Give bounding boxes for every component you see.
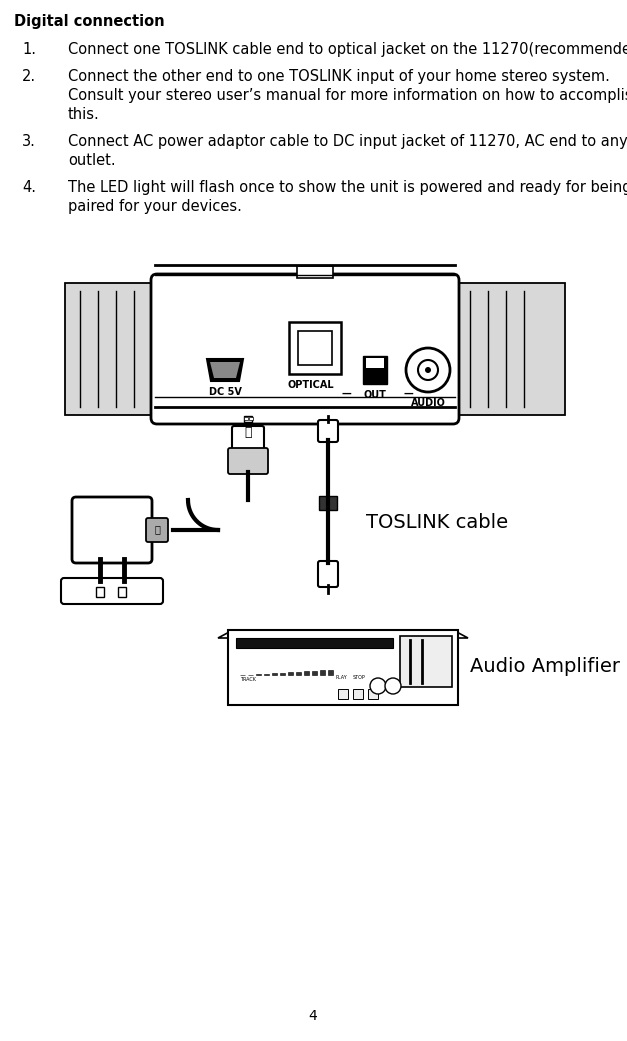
FancyBboxPatch shape bbox=[232, 426, 264, 452]
Polygon shape bbox=[207, 359, 243, 381]
Text: Connect one TOSLINK cable end to optical jacket on the 11270(recommended): Connect one TOSLINK cable end to optical… bbox=[68, 42, 627, 57]
FancyBboxPatch shape bbox=[228, 448, 268, 474]
Bar bbox=[236, 638, 393, 648]
Bar bbox=[320, 670, 325, 675]
FancyBboxPatch shape bbox=[318, 420, 338, 442]
Text: Consult your stereo user’s manual for more information on how to accomplish: Consult your stereo user’s manual for mo… bbox=[68, 88, 627, 103]
Text: 3.: 3. bbox=[22, 134, 36, 149]
Text: STOP: STOP bbox=[353, 675, 366, 680]
FancyBboxPatch shape bbox=[61, 578, 163, 604]
Bar bbox=[288, 672, 293, 675]
Bar bbox=[96, 587, 104, 596]
Bar bbox=[455, 283, 565, 415]
Bar bbox=[312, 670, 317, 675]
Bar bbox=[264, 674, 269, 675]
Text: 2.: 2. bbox=[22, 69, 36, 84]
Text: Connect AC power adaptor cable to DC input jacket of 11270, AC end to any AC: Connect AC power adaptor cable to DC inp… bbox=[68, 134, 627, 149]
Text: outlet.: outlet. bbox=[68, 153, 115, 168]
Text: The LED light will flash once to show the unit is powered and ready for being: The LED light will flash once to show th… bbox=[68, 180, 627, 195]
Text: Audio Amplifier: Audio Amplifier bbox=[470, 658, 620, 677]
Bar bbox=[244, 416, 252, 422]
Text: OPTICAL: OPTICAL bbox=[288, 380, 334, 390]
Text: ␧: ␧ bbox=[245, 426, 252, 438]
Text: 4.: 4. bbox=[22, 180, 36, 195]
Bar bbox=[353, 689, 363, 699]
Bar bbox=[400, 636, 452, 687]
Text: Connect the other end to one TOSLINK input of your home stereo system.: Connect the other end to one TOSLINK inp… bbox=[68, 69, 610, 84]
Bar bbox=[366, 358, 384, 369]
Circle shape bbox=[385, 678, 401, 694]
Bar bbox=[298, 331, 332, 365]
Text: PLAY: PLAY bbox=[336, 675, 348, 680]
Text: paired for your devices.: paired for your devices. bbox=[68, 199, 242, 214]
Circle shape bbox=[406, 348, 450, 392]
Bar bbox=[228, 630, 458, 705]
Text: ␧: ␧ bbox=[154, 524, 160, 534]
Circle shape bbox=[425, 367, 431, 373]
Bar bbox=[338, 689, 348, 699]
Bar bbox=[363, 356, 387, 384]
Text: this.: this. bbox=[68, 107, 100, 122]
Bar bbox=[319, 496, 337, 510]
Polygon shape bbox=[218, 630, 468, 638]
Circle shape bbox=[418, 360, 438, 380]
Bar bbox=[328, 669, 333, 675]
Bar bbox=[280, 672, 285, 675]
Bar bbox=[65, 283, 155, 415]
Bar bbox=[244, 417, 248, 420]
Text: DC 5V: DC 5V bbox=[209, 387, 241, 397]
Text: 4: 4 bbox=[308, 1009, 317, 1023]
Bar bbox=[272, 672, 277, 675]
Text: OUT: OUT bbox=[364, 390, 386, 400]
Text: 1.: 1. bbox=[22, 42, 36, 57]
Polygon shape bbox=[210, 362, 240, 378]
Text: —: — bbox=[403, 389, 413, 399]
FancyBboxPatch shape bbox=[146, 518, 168, 542]
Text: AUDIO: AUDIO bbox=[411, 398, 445, 408]
Bar bbox=[304, 671, 309, 675]
Bar bbox=[296, 671, 301, 675]
Text: Digital connection: Digital connection bbox=[14, 14, 165, 29]
Bar bbox=[118, 587, 126, 596]
Bar bbox=[297, 266, 333, 278]
FancyBboxPatch shape bbox=[151, 274, 459, 424]
Bar bbox=[249, 417, 253, 420]
Bar bbox=[289, 322, 341, 374]
Text: TRACK: TRACK bbox=[240, 677, 256, 682]
Bar bbox=[368, 689, 378, 699]
Text: TOSLINK cable: TOSLINK cable bbox=[366, 512, 508, 532]
FancyBboxPatch shape bbox=[72, 497, 152, 563]
Text: —: — bbox=[341, 389, 351, 399]
FancyBboxPatch shape bbox=[318, 561, 338, 587]
Circle shape bbox=[370, 678, 386, 694]
